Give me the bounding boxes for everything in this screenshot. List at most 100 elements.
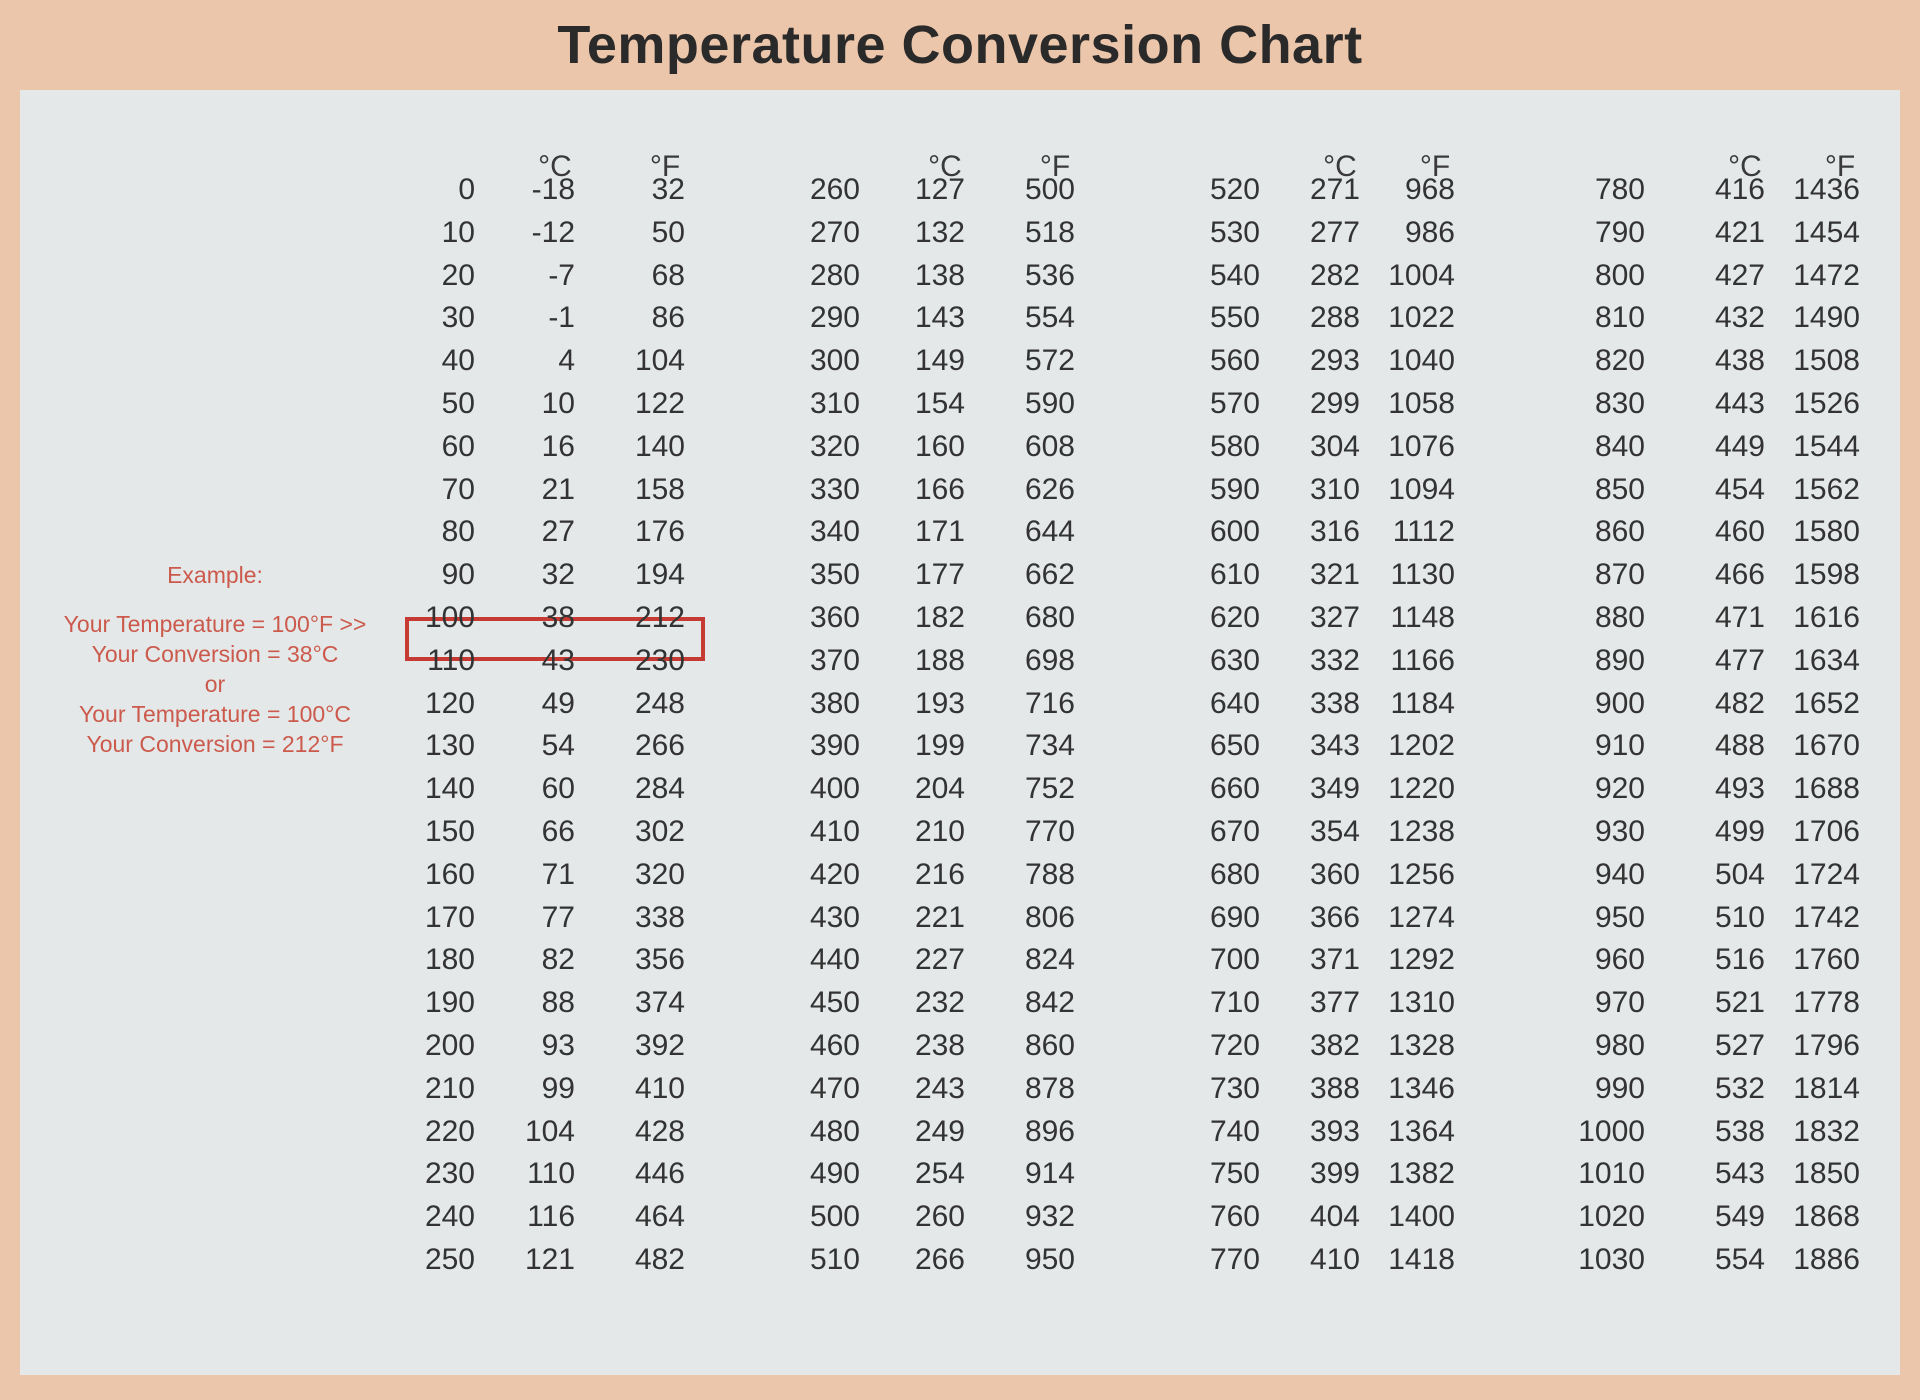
temp-value: 310 (809, 387, 860, 420)
celsius-value: 538 (1714, 1114, 1765, 1148)
fahrenheit-value: 626 (1024, 472, 1075, 506)
fahrenheit-value: 1634 (1793, 643, 1860, 677)
fahrenheit-value: 68 (651, 258, 685, 292)
temp-value: 970 (1594, 986, 1645, 1020)
example-highlight-box (405, 617, 705, 661)
header-fahrenheit-group-1: °F (649, 150, 681, 183)
fahrenheit-value: 572 (1024, 344, 1075, 378)
fahrenheit-value: 212 (634, 601, 685, 634)
fahrenheit-value: 1688 (1793, 772, 1860, 806)
celsius-value: 71 (541, 857, 575, 891)
celsius-value: 260 (914, 1200, 965, 1234)
fahrenheit-value: 392 (634, 1029, 685, 1062)
fahrenheit-value: 1256 (1388, 857, 1455, 891)
fahrenheit-value: 1886 (1793, 1243, 1860, 1276)
temp-value: 160 (424, 857, 475, 891)
temp-value: 490 (809, 1157, 860, 1191)
fahrenheit-value: 518 (1024, 215, 1075, 249)
fahrenheit-value: 1508 (1793, 344, 1860, 378)
celsius-value: 243 (914, 1071, 965, 1105)
celsius-value: 32 (541, 558, 575, 592)
celsius-value: 443 (1714, 387, 1765, 420)
temp-value: 670 (1209, 815, 1260, 848)
fahrenheit-value: 608 (1024, 429, 1075, 463)
celsius-value: 249 (914, 1114, 965, 1148)
celsius-value: 516 (1714, 943, 1765, 977)
fahrenheit-value: 320 (634, 857, 685, 891)
celsius-value: 360 (1309, 857, 1360, 891)
celsius-value: 282 (1309, 258, 1360, 292)
temp-value: 790 (1594, 215, 1645, 249)
temp-value: 1020 (1578, 1200, 1645, 1234)
fahrenheit-value: 1022 (1388, 301, 1455, 335)
celsius-value: 549 (1714, 1200, 1765, 1234)
temp-value: 320 (809, 429, 860, 463)
example-line-3: or (204, 671, 226, 697)
temp-value: 870 (1594, 558, 1645, 592)
celsius-value: 382 (1309, 1029, 1360, 1062)
celsius-value: 77 (541, 900, 575, 934)
fahrenheit-value: 842 (1024, 986, 1075, 1020)
temp-value: 460 (809, 1029, 860, 1062)
celsius-value: 49 (541, 686, 575, 720)
celsius-value: 554 (1714, 1243, 1765, 1276)
temp-value: 840 (1594, 429, 1645, 463)
temp-value: 280 (809, 258, 860, 292)
fahrenheit-value: 968 (1404, 173, 1455, 206)
celsius-value: 404 (1309, 1200, 1360, 1234)
temp-value: 330 (809, 472, 860, 506)
celsius-value: 271 (1309, 173, 1360, 206)
fahrenheit-value: 32 (651, 173, 685, 206)
fahrenheit-value: 1598 (1793, 558, 1860, 592)
temp-value: 510 (809, 1243, 860, 1276)
celsius-value: 277 (1309, 215, 1360, 249)
fahrenheit-value: 680 (1024, 601, 1075, 634)
temp-value: 80 (441, 515, 475, 549)
fahrenheit-value: 950 (1024, 1243, 1075, 1276)
fahrenheit-value: 356 (634, 943, 685, 977)
temp-value: 170 (424, 900, 475, 934)
celsius-value: 399 (1309, 1157, 1360, 1191)
temp-value: 190 (424, 986, 475, 1020)
fahrenheit-value: 500 (1024, 173, 1075, 206)
temp-value: 20 (441, 258, 475, 292)
temp-value: 120 (424, 686, 475, 720)
celsius-value: 510 (1714, 900, 1765, 934)
example-line-2: Your Conversion = 38°C (91, 641, 339, 667)
fahrenheit-value: 1778 (1793, 986, 1860, 1020)
celsius-value: 293 (1309, 344, 1360, 378)
fahrenheit-value: 1292 (1388, 943, 1455, 977)
celsius-value: -7 (548, 258, 575, 292)
celsius-value: 99 (541, 1071, 575, 1105)
temp-value: 700 (1209, 943, 1260, 977)
fahrenheit-value: 1814 (1793, 1071, 1860, 1105)
fahrenheit-value: 1310 (1388, 986, 1455, 1020)
fahrenheit-value: 1742 (1793, 900, 1860, 934)
celsius-value: 410 (1309, 1243, 1360, 1276)
temp-value: 580 (1209, 429, 1260, 463)
fahrenheit-value: 86 (651, 301, 685, 335)
temp-value: 780 (1594, 173, 1645, 206)
fahrenheit-value: 824 (1024, 943, 1075, 977)
fahrenheit-value: 536 (1024, 258, 1075, 292)
fahrenheit-value: 698 (1024, 643, 1075, 677)
fahrenheit-value: 1796 (1793, 1029, 1860, 1062)
temp-value: 740 (1209, 1114, 1260, 1148)
fahrenheit-value: 1418 (1388, 1243, 1455, 1276)
celsius-value: 499 (1714, 815, 1765, 848)
fahrenheit-value: 1004 (1388, 258, 1455, 292)
temp-value: 370 (809, 643, 860, 677)
fahrenheit-value: 1580 (1793, 515, 1860, 549)
example-line-4: Your Temperature = 100°C (79, 701, 351, 727)
celsius-value: -12 (531, 215, 575, 249)
fahrenheit-value: 1040 (1388, 344, 1455, 378)
temp-value: 530 (1209, 215, 1260, 249)
example-line-1: Your Temperature = 100°F >> (63, 611, 367, 637)
celsius-value: 149 (914, 344, 965, 378)
celsius-value: 343 (1309, 729, 1360, 763)
fahrenheit-value: 1328 (1388, 1029, 1455, 1062)
celsius-value: -18 (531, 173, 575, 206)
celsius-value: 82 (541, 943, 575, 977)
fahrenheit-value: 140 (634, 429, 685, 463)
fahrenheit-value: 770 (1024, 815, 1075, 848)
